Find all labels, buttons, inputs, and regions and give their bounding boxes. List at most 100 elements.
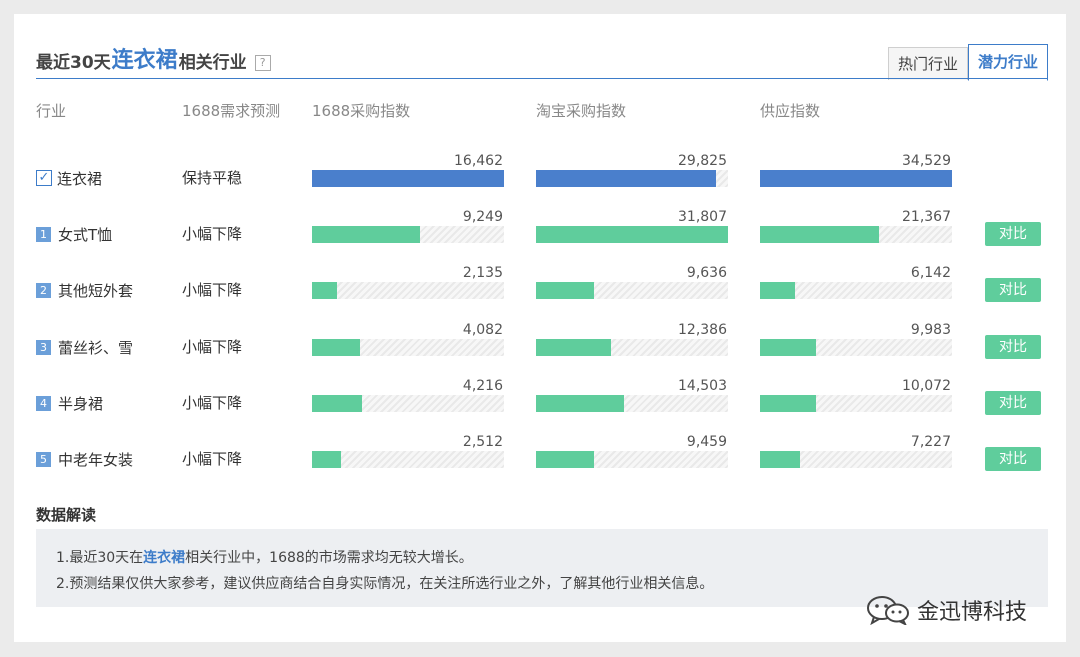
1688-purchase-metric: 4,082	[312, 303, 504, 359]
col-header-1688-purchase: 1688采购指数	[312, 102, 411, 120]
watermark-text: 金迅博科技	[917, 600, 1028, 625]
taobao-purchase-bar-fill	[536, 226, 728, 243]
taobao-purchase-value: 14,503	[678, 378, 727, 394]
1688-purchase-metric: 2,512	[312, 415, 504, 471]
supply-value: 9,983	[910, 322, 951, 338]
supply-bar-track	[760, 395, 952, 412]
industry-panel: 最近30天 连衣裙 相关行业 ? 热门行业 潜力行业 行业 1688需求预测 1…	[14, 14, 1066, 642]
analysis-line-2: 2.预测结果仅供大家参考，建议供应商结合自身实际情况，在关注所选行业之外，了解其…	[56, 576, 714, 592]
analysis-box: 1.最近30天在连衣裙相关行业中，1688的市场需求均无较大增长。 2.预测结果…	[36, 529, 1048, 607]
tab-potential-industry[interactable]: 潜力行业	[967, 44, 1048, 81]
tab-hot-industry[interactable]: 热门行业	[887, 47, 968, 80]
taobao-purchase-metric: 9,636	[536, 246, 728, 302]
analysis-keyword: 连衣裙	[143, 550, 186, 566]
title-divider	[36, 78, 1048, 79]
table-row: 4 半身裙 小幅下降 4,216 14,503 10,072 对比	[14, 359, 1066, 415]
industry-name-cell: 2 其他短外套	[36, 280, 133, 300]
demand-forecast: 小幅下降	[182, 281, 243, 299]
1688-purchase-value: 4,216	[462, 378, 503, 394]
1688-purchase-value: 16,462	[454, 153, 503, 169]
supply-bar-track	[760, 339, 952, 356]
taobao-purchase-bar-fill	[536, 282, 594, 299]
industry-name-cell: 3 蕾丝衫、雪	[36, 337, 133, 357]
compare-button[interactable]: 对比	[985, 278, 1041, 302]
rank-badge: 3	[36, 339, 51, 355]
analysis-title: 数据解读	[36, 506, 97, 524]
1688-purchase-bar-fill	[312, 226, 420, 243]
1688-purchase-metric: 2,135	[312, 246, 504, 302]
supply-bar-track	[760, 451, 952, 468]
taobao-purchase-bar-fill	[536, 339, 611, 356]
industry-name: 其他短外套	[58, 281, 134, 300]
tab-bar: 热门行业 潜力行业	[887, 44, 1048, 81]
compare-button[interactable]: 对比	[985, 447, 1041, 471]
taobao-purchase-bar-track	[536, 451, 728, 468]
rank-badge: 5	[36, 451, 51, 467]
industry-name-cell: 1 女式T恤	[36, 224, 112, 244]
title-suffix: 相关行业	[178, 53, 247, 73]
1688-purchase-bar-fill	[312, 170, 504, 187]
industry-name-cell: 4 半身裙	[36, 393, 103, 413]
taobao-purchase-metric: 29,825	[536, 134, 728, 190]
1688-purchase-value: 4,082	[462, 322, 503, 338]
demand-forecast: 小幅下降	[182, 338, 243, 356]
taobao-purchase-bar-fill	[536, 170, 717, 187]
supply-value: 21,367	[902, 209, 951, 225]
table-row: 2 其他短外套 小幅下降 2,135 9,636 6,142 对比	[14, 246, 1066, 302]
supply-bar-track	[760, 170, 952, 187]
taobao-purchase-bar-track	[536, 339, 728, 356]
col-header-taobao-purchase: 淘宝采购指数	[536, 102, 627, 120]
col-header-industry: 行业	[36, 102, 67, 120]
1688-purchase-bar-track	[312, 170, 504, 187]
1688-purchase-bar-track	[312, 226, 504, 243]
1688-purchase-bar-fill	[312, 451, 341, 468]
demand-forecast: 保持平稳	[182, 169, 243, 187]
taobao-purchase-bar-fill	[536, 451, 594, 468]
taobao-purchase-bar-track	[536, 226, 728, 243]
checkbox-checked-icon[interactable]: ✓	[36, 170, 52, 186]
wechat-icon	[867, 596, 909, 625]
analysis-line-1: 1.最近30天在连衣裙相关行业中，1688的市场需求均无较大增长。	[56, 547, 473, 567]
taobao-purchase-bar-track	[536, 282, 728, 299]
1688-purchase-metric: 4,216	[312, 359, 504, 415]
table-row: 3 蕾丝衫、雪 小幅下降 4,082 12,386 9,983 对比	[14, 303, 1066, 359]
1688-purchase-metric: 9,249	[312, 190, 504, 246]
supply-value: 34,529	[902, 153, 951, 169]
title-keyword: 连衣裙	[111, 48, 178, 73]
watermark: 金迅博科技	[865, 594, 1027, 626]
table-row: 5 中老年女装 小幅下降 2,512 9,459 7,227 对比	[14, 415, 1066, 471]
industry-name-cell: 5 中老年女装	[36, 449, 133, 469]
supply-bar-fill	[760, 395, 816, 412]
1688-purchase-value: 2,512	[462, 434, 503, 450]
taobao-purchase-value: 9,636	[686, 265, 727, 281]
supply-bar-fill	[760, 170, 952, 187]
taobao-purchase-metric: 31,807	[536, 190, 728, 246]
compare-button[interactable]: 对比	[985, 222, 1041, 246]
rank-badge: 2	[36, 282, 51, 298]
title-prefix: 最近30天	[36, 53, 111, 73]
help-icon[interactable]: ?	[254, 55, 271, 71]
1688-purchase-value: 2,135	[462, 265, 503, 281]
demand-forecast: 小幅下降	[182, 225, 243, 243]
supply-bar-fill	[760, 282, 795, 299]
industry-name: 蕾丝衫、雪	[58, 338, 134, 357]
1688-purchase-bar-track	[312, 282, 504, 299]
1688-purchase-bar-fill	[312, 339, 360, 356]
col-header-forecast: 1688需求预测	[182, 102, 281, 120]
supply-metric: 7,227	[760, 415, 952, 471]
industry-name: 女式T恤	[58, 225, 113, 244]
taobao-purchase-metric: 9,459	[536, 415, 728, 471]
supply-bar-fill	[760, 226, 880, 243]
col-header-supply: 供应指数	[760, 102, 821, 120]
panel-title: 最近30天 连衣裙 相关行业 ?	[36, 38, 271, 74]
supply-bar-track	[760, 226, 952, 243]
1688-purchase-bar-fill	[312, 282, 337, 299]
supply-value: 6,142	[910, 265, 951, 281]
compare-button[interactable]: 对比	[985, 391, 1041, 415]
1688-purchase-bar-track	[312, 395, 504, 412]
compare-button[interactable]: 对比	[985, 335, 1041, 359]
rank-badge: 4	[36, 395, 51, 411]
supply-metric: 6,142	[760, 246, 952, 302]
taobao-purchase-metric: 14,503	[536, 359, 728, 415]
rank-badge: 1	[36, 226, 51, 242]
